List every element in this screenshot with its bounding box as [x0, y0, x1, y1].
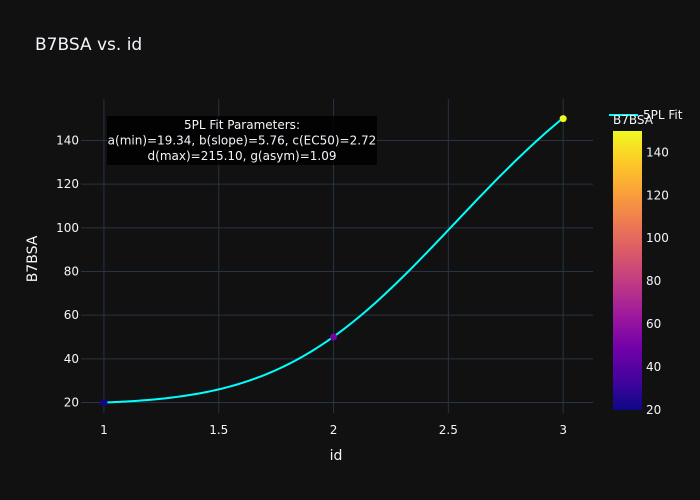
y-axis-label: B7BSA: [25, 235, 41, 282]
y-tick-label: 80: [64, 265, 79, 279]
data-point[interactable]: [559, 115, 567, 123]
x-axis-ticks: 1 1.5 2 2.5 3: [100, 423, 567, 437]
legend-label-5pl-fit: 5PL Fit: [643, 108, 683, 122]
x-tick-label: 2.5: [439, 423, 458, 437]
fit-parameters-annotation: 5PL Fit Parameters: a(min)=19.34, b(slope…: [108, 118, 377, 163]
x-tick-label: 2: [330, 423, 338, 437]
chart-title: B7BSA vs. id: [35, 35, 142, 55]
y-tick-label: 40: [64, 352, 79, 366]
colorbar-title: B7BSA: [613, 113, 654, 127]
y-tick-label: 140: [56, 133, 79, 147]
data-points: [100, 115, 567, 407]
x-tick-label: 1: [100, 423, 108, 437]
annotation-box: [107, 116, 377, 165]
data-point[interactable]: [100, 399, 108, 407]
y-tick-label: 100: [56, 221, 79, 235]
annotation-line: a(min)=19.34, b(slope)=5.76, c(EC50)=2.7…: [108, 134, 377, 148]
x-tick-label: 1.5: [209, 423, 228, 437]
colorbar-tick-label: 40: [646, 360, 661, 374]
y-tick-label: 60: [64, 308, 79, 322]
colorbar-tick-label: 100: [646, 231, 669, 245]
data-point[interactable]: [330, 333, 338, 341]
y-tick-label: 120: [56, 177, 79, 191]
y-tick-label: 20: [64, 396, 79, 410]
annotation-line: 5PL Fit Parameters:: [184, 118, 300, 132]
y-axis-ticks: 20 40 60 80 100 120 140: [56, 133, 79, 409]
colorbar: [613, 131, 642, 410]
colorbar-tick-label: 140: [646, 145, 669, 159]
annotation-line: d(max)=215.10, g(asym)=1.09: [148, 149, 337, 163]
colorbar-tick-label: 20: [646, 403, 661, 417]
colorbar-tick-label: 80: [646, 274, 661, 288]
colorbar-ticks: 20 40 60 80 100 120 140: [646, 145, 669, 416]
x-tick-label: 3: [559, 423, 567, 437]
colorbar-tick-label: 60: [646, 317, 661, 331]
colorbar-tick-label: 120: [646, 188, 669, 202]
x-axis-label: id: [330, 448, 343, 464]
legend[interactable]: 5PL Fit: [609, 108, 683, 122]
